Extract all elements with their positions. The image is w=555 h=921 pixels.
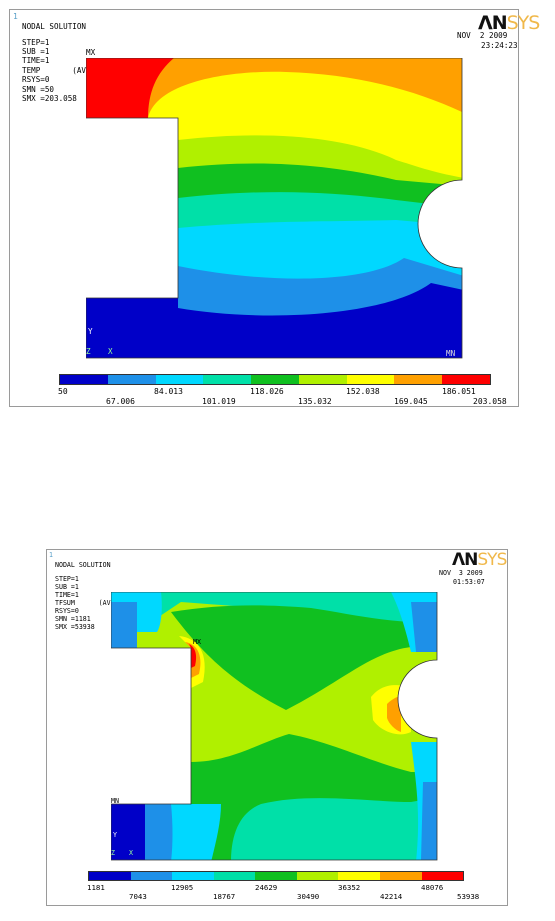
axis-y-label: Y — [113, 831, 117, 839]
axis-x-label: X — [108, 347, 113, 356]
logo-main: ΛN — [478, 12, 508, 34]
legend-label: 50 — [58, 387, 68, 396]
legend-label: 84.013 — [154, 387, 183, 396]
info-time: TIME=1 — [22, 56, 50, 65]
legend-swatch — [338, 872, 380, 880]
legend-label: 42214 — [380, 892, 403, 901]
temperature-plot-panel: 1 NODAL SOLUTION STEP=1 SUB =1 TIME=1 TE… — [9, 9, 540, 407]
axis-x-label: X — [129, 849, 133, 857]
heat-flux-contour-plot — [111, 592, 438, 861]
legend-label: 18767 — [213, 892, 236, 901]
legend-label: 1181 — [87, 883, 105, 892]
max-marker: MX — [193, 638, 201, 646]
min-marker: MN — [446, 349, 456, 358]
temperature-contour-plot — [86, 58, 463, 359]
legend-swatch — [442, 375, 491, 384]
legend-label: 53938 — [457, 892, 480, 901]
legend-swatch — [346, 375, 395, 384]
legend-swatch — [107, 375, 156, 384]
info-result: TEMP (AVG) — [22, 66, 96, 75]
info-step: STEP=1 — [22, 38, 50, 47]
legend-swatch — [155, 375, 204, 384]
plot-date: NOV 3 2009 — [439, 569, 483, 577]
legend-label: 12905 — [171, 883, 194, 892]
max-marker: MX — [86, 48, 96, 57]
color-legend-bar — [88, 871, 464, 881]
window-number: 1 — [13, 12, 18, 21]
legend-swatch — [89, 872, 131, 880]
legend-label: 24629 — [255, 883, 278, 892]
legend-label: 67.006 — [106, 397, 135, 406]
legend-swatch — [130, 872, 173, 880]
legend-label: 118.026 — [250, 387, 284, 396]
legend-swatch — [255, 872, 297, 880]
min-marker: MN — [111, 797, 119, 805]
plot-title: NODAL SOLUTION — [55, 561, 111, 569]
info-result: TFSUM (AVG) — [55, 599, 119, 607]
info-rsys: RSYS=0 — [55, 607, 79, 615]
info-smx: SMX =53938 — [55, 623, 95, 631]
legend-swatch — [172, 872, 214, 880]
logo-sys: SYS — [477, 550, 507, 570]
legend-label: 135.032 — [298, 397, 332, 406]
legend-label: 7043 — [129, 892, 147, 901]
axis-z-label: Z — [111, 849, 115, 857]
legend-swatch — [421, 872, 464, 880]
legend-swatch — [203, 375, 252, 384]
legend-swatch — [251, 375, 299, 384]
plot-title: NODAL SOLUTION — [22, 22, 87, 31]
heat-flux-plot-panel: 1 NODAL SOLUTION STEP=1 SUB =1 TIME=1 TF… — [46, 549, 508, 906]
legend-swatch — [213, 872, 256, 880]
info-smn: SMN =50 — [22, 85, 55, 94]
info-step: STEP=1 — [55, 575, 79, 583]
legend-label: 186.051 — [442, 387, 476, 396]
legend-label: 48076 — [421, 883, 444, 892]
legend-swatch — [60, 375, 108, 384]
ansys-logo: ΛNSYS — [478, 12, 541, 34]
window-number: 1 — [49, 551, 53, 559]
legend-swatch — [394, 375, 443, 384]
legend-label: 203.058 — [473, 397, 507, 406]
info-smx: SMX =203.058 — [22, 94, 77, 103]
info-sub: SUB =1 — [55, 583, 79, 591]
info-time: TIME=1 — [55, 591, 79, 599]
plot-time: 01:53:07 — [453, 578, 485, 586]
legend-label: 152.038 — [346, 387, 380, 396]
info-rsys: RSYS=0 — [22, 75, 50, 84]
color-legend-bar — [59, 374, 491, 385]
logo-sys: SYS — [506, 12, 541, 34]
legend-label: 30490 — [297, 892, 320, 901]
plot-time: 23:24:23 — [481, 41, 518, 50]
axis-z-label: Z — [86, 347, 91, 356]
logo-main: ΛN — [452, 550, 478, 570]
info-smn: SMN =1181 — [55, 615, 91, 623]
legend-swatch — [298, 375, 347, 384]
legend-label: 36352 — [338, 883, 361, 892]
legend-swatch — [296, 872, 339, 880]
ansys-logo: ΛNSYS — [452, 550, 507, 570]
legend-swatch — [379, 872, 422, 880]
axis-y-label: Y — [88, 327, 93, 336]
legend-label: 101.019 — [202, 397, 236, 406]
info-sub: SUB =1 — [22, 47, 50, 56]
legend-label: 169.045 — [394, 397, 428, 406]
plot-date: NOV 2 2009 — [457, 31, 508, 40]
